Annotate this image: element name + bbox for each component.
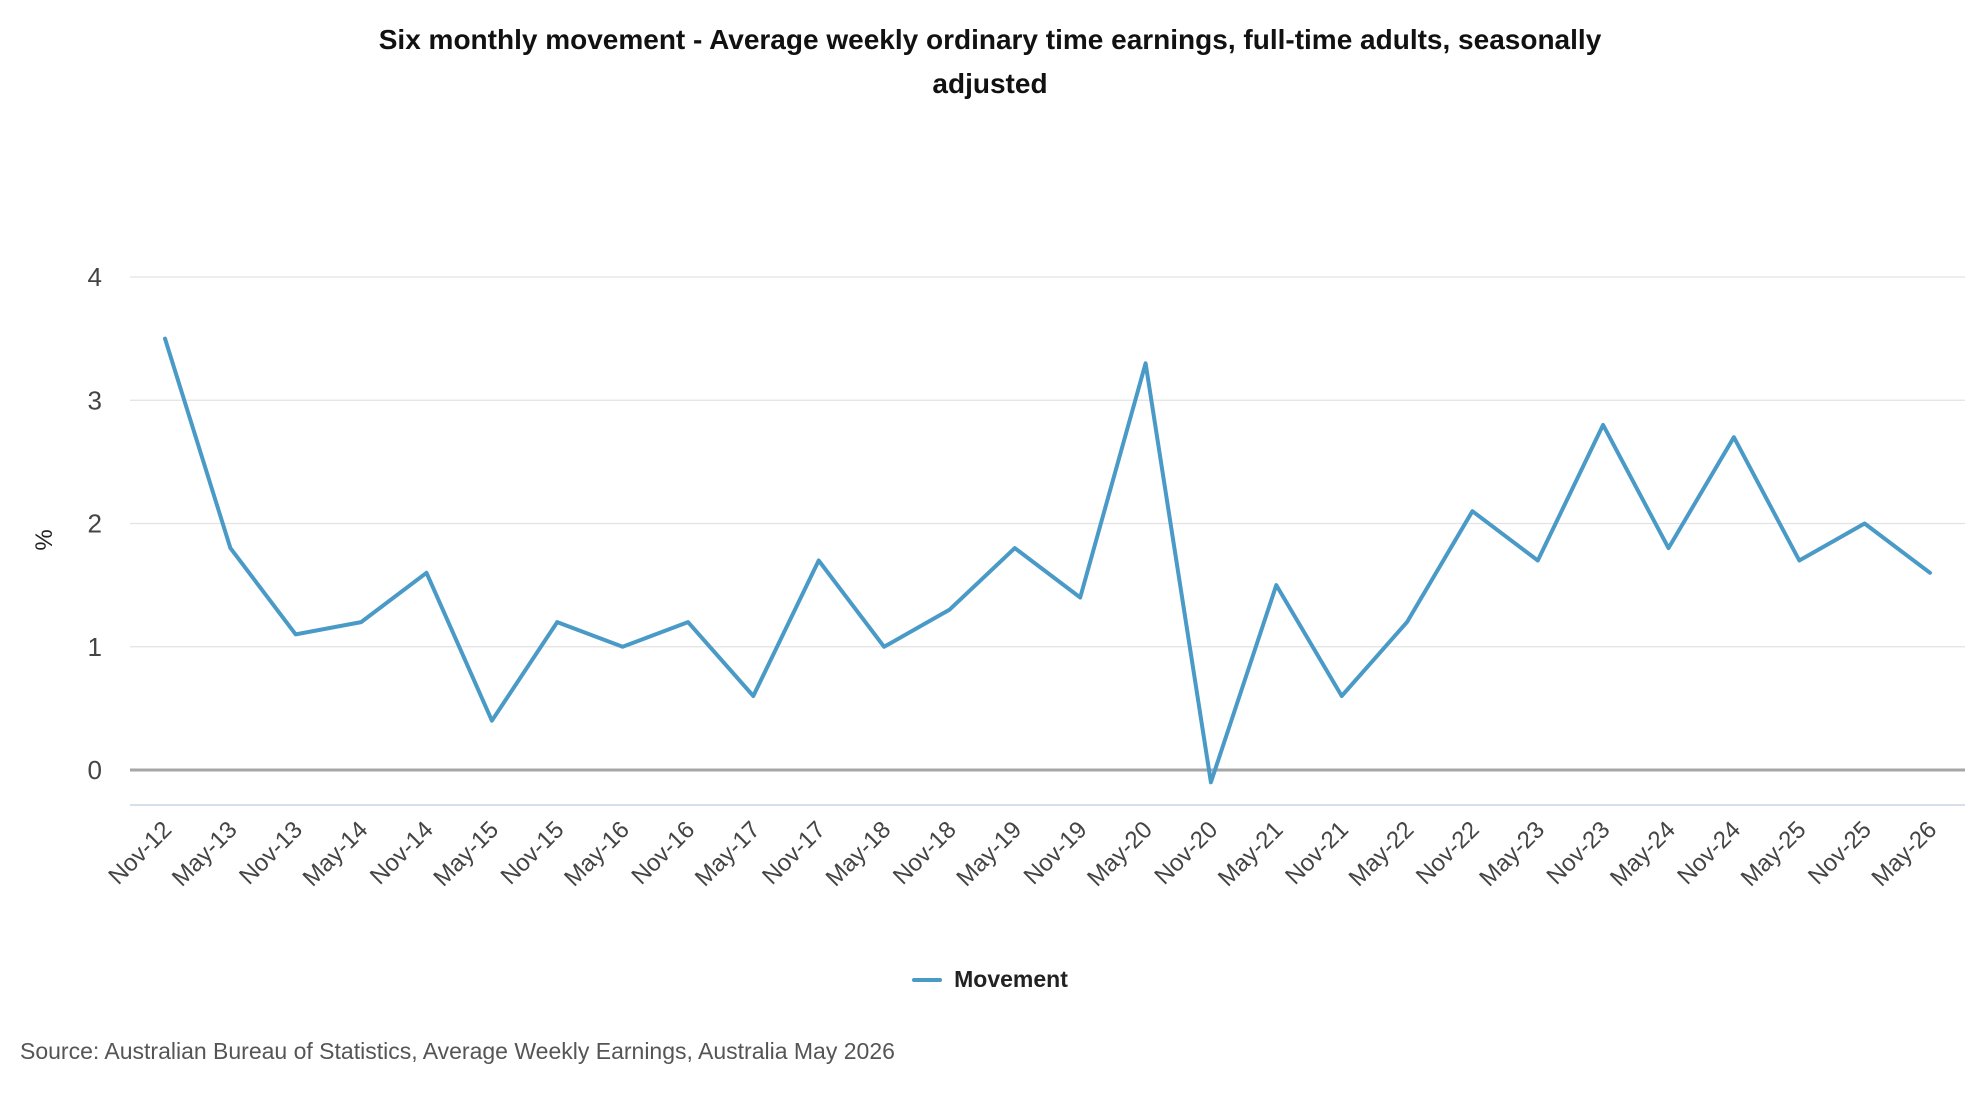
x-tick-label: May-25 [1736, 816, 1812, 892]
data-point[interactable] [286, 624, 306, 644]
x-tick-label: May-19 [951, 816, 1027, 892]
data-point[interactable] [1528, 550, 1548, 570]
x-tick-label: Nov-24 [1672, 816, 1746, 890]
x-tick-label: Nov-22 [1411, 816, 1485, 890]
data-point[interactable] [1070, 587, 1090, 607]
data-point[interactable] [809, 550, 829, 570]
data-point[interactable] [1789, 550, 1809, 570]
x-tick-label: May-22 [1344, 816, 1420, 892]
y-axis-ticks: 0 1 2 3 4 [88, 262, 102, 785]
x-tick-label: May-24 [1605, 816, 1681, 892]
data-point[interactable] [1005, 538, 1025, 558]
data-point[interactable] [1855, 514, 1875, 534]
data-point[interactable] [1136, 353, 1156, 373]
x-tick-label: May-14 [298, 816, 374, 892]
data-point[interactable] [482, 711, 502, 731]
data-point[interactable] [1593, 415, 1613, 435]
y-axis-label: % [31, 529, 58, 550]
x-tick-label: Nov-23 [1542, 816, 1616, 890]
y-tick-label: 0 [88, 755, 102, 785]
data-point[interactable] [939, 600, 959, 620]
data-point[interactable] [155, 329, 175, 349]
x-tick-label: Nov-18 [888, 816, 962, 890]
data-point[interactable] [874, 637, 894, 657]
legend-swatch-movement [912, 977, 943, 982]
data-point[interactable] [743, 686, 763, 706]
x-tick-label: May-17 [690, 816, 766, 892]
x-tick-label: Nov-12 [103, 816, 177, 890]
x-tick-label: Nov-16 [626, 816, 700, 890]
data-point[interactable] [547, 612, 567, 632]
data-point[interactable] [1920, 563, 1940, 583]
data-point[interactable] [1201, 772, 1221, 792]
data-point[interactable] [1332, 686, 1352, 706]
data-point[interactable] [1266, 575, 1286, 595]
x-tick-label: Nov-25 [1803, 816, 1877, 890]
x-tick-label: May-13 [167, 816, 243, 892]
x-tick-label: Nov-14 [365, 816, 439, 890]
data-point[interactable] [351, 612, 371, 632]
y-tick-label: 1 [88, 632, 102, 662]
x-tick-label: May-16 [559, 816, 635, 892]
series-movement [155, 329, 1940, 792]
data-point[interactable] [613, 637, 633, 657]
y-tick-label: 2 [88, 509, 102, 539]
series-line[interactable] [163, 336, 1932, 785]
x-tick-label: May-18 [821, 816, 897, 892]
x-tick-label: May-15 [428, 816, 504, 892]
y-tick-label: 4 [88, 262, 102, 292]
x-tick-label: Nov-19 [1019, 816, 1093, 890]
x-tick-label: May-26 [1867, 816, 1943, 892]
y-tick-label: 3 [88, 385, 102, 415]
legend-label-movement: Movement [954, 966, 1068, 992]
data-point[interactable] [220, 538, 240, 558]
data-point[interactable] [1462, 501, 1482, 521]
chart-title: Six monthly movement - Average weekly or… [378, 24, 1602, 99]
x-axis-ticks: Nov-12May-13Nov-13May-14Nov-14May-15Nov-… [103, 816, 1942, 892]
x-tick-label: Nov-17 [757, 816, 831, 890]
x-tick-label: May-21 [1213, 816, 1289, 892]
data-point[interactable] [416, 563, 436, 583]
source-note: Source: Australian Bureau of Statistics,… [20, 1038, 895, 1064]
x-tick-label: May-20 [1082, 816, 1158, 892]
data-point[interactable] [1397, 612, 1417, 632]
data-point[interactable] [1724, 427, 1744, 447]
data-point[interactable] [1659, 538, 1679, 558]
x-tick-label: Nov-15 [496, 816, 570, 890]
x-tick-label: Nov-13 [234, 816, 308, 890]
data-point[interactable] [678, 612, 698, 632]
x-tick-label: Nov-20 [1149, 816, 1223, 890]
x-tick-label: May-23 [1474, 816, 1550, 892]
x-tick-label: Nov-21 [1280, 816, 1354, 890]
legend[interactable]: Movement [0, 966, 1980, 993]
grid-lines [130, 276, 1965, 772]
